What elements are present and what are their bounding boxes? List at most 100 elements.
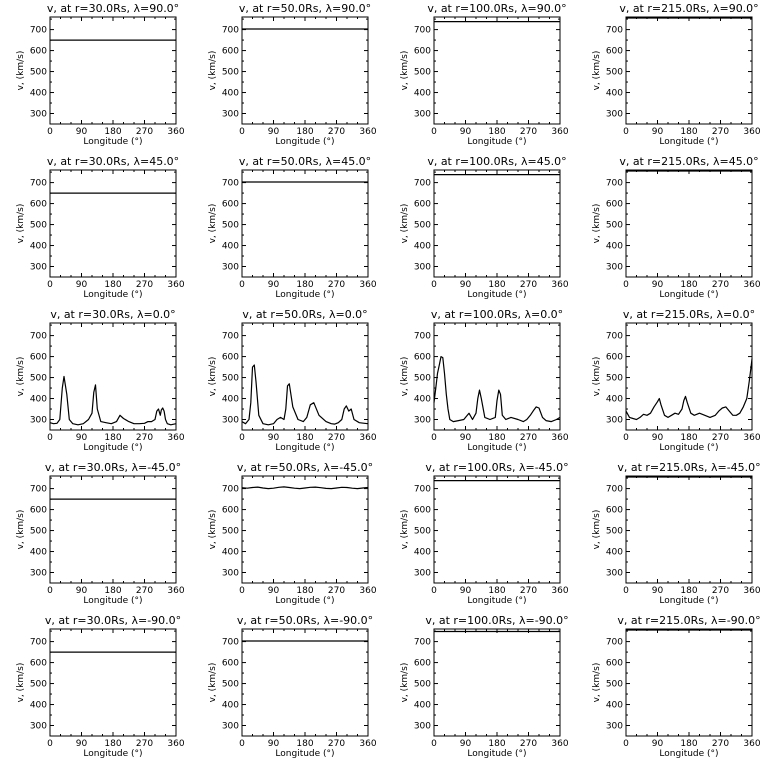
y-tick-label: 600 <box>222 47 239 57</box>
x-tick-label: 180 <box>680 280 697 290</box>
y-tick-label: 300 <box>414 263 431 273</box>
x-tick-label: 90 <box>652 586 664 596</box>
x-tick-label: 0 <box>239 280 245 290</box>
panel-title: v, at r=50.0Rs, λ=45.0° <box>239 155 371 168</box>
y-tick-label: 600 <box>414 659 431 669</box>
x-tick-label: 90 <box>652 433 664 443</box>
x-tick-label: 270 <box>712 586 729 596</box>
x-axis-label: Longitude (°) <box>659 137 718 147</box>
y-tick-label: 300 <box>606 110 623 120</box>
y-tick-label: 700 <box>414 485 431 495</box>
x-axis-label: Longitude (°) <box>275 290 334 300</box>
x-tick-label: 270 <box>712 280 729 290</box>
x-tick-label: 0 <box>47 280 53 290</box>
panel-title: v, at r=215.0Rs, λ=-90.0° <box>617 614 760 627</box>
y-tick-label: 700 <box>30 332 47 342</box>
x-tick-label: 0 <box>47 739 53 749</box>
y-tick-label: 500 <box>222 374 239 384</box>
x-tick-label: 270 <box>136 739 153 749</box>
x-tick-label: 90 <box>268 586 280 596</box>
y-tick-label: 400 <box>414 395 431 405</box>
y-tick-label: 600 <box>606 353 623 363</box>
y-tick-label: 600 <box>414 506 431 516</box>
x-axis-label: Longitude (°) <box>467 749 526 759</box>
y-tick-label: 500 <box>414 374 431 384</box>
y-tick-label: 700 <box>222 179 239 189</box>
x-tick-label: 180 <box>104 127 121 137</box>
x-tick-label: 0 <box>431 127 437 137</box>
x-tick-label: 180 <box>296 586 313 596</box>
series-line <box>241 364 369 426</box>
y-tick-label: 600 <box>606 47 623 57</box>
y-tick-label: 600 <box>606 200 623 210</box>
series-line <box>241 486 369 490</box>
x-axis-label: Longitude (°) <box>275 749 334 759</box>
x-tick-label: 360 <box>167 127 184 137</box>
y-tick-label: 600 <box>414 47 431 57</box>
y-tick-label: 400 <box>30 395 47 405</box>
y-tick-label: 400 <box>222 242 239 252</box>
x-tick-label: 270 <box>136 586 153 596</box>
x-tick-label: 0 <box>47 433 53 443</box>
x-tick-label: 0 <box>47 586 53 596</box>
x-tick-label: 90 <box>76 586 88 596</box>
y-axis-label: v, (km/s) <box>592 357 602 397</box>
x-tick-label: 0 <box>239 739 245 749</box>
panel-title: v, at r=50.0Rs, λ=0.0° <box>242 308 367 321</box>
y-tick-label: 300 <box>30 110 47 120</box>
x-tick-label: 360 <box>359 586 376 596</box>
y-tick-label: 400 <box>30 89 47 99</box>
y-axis-label: v, (km/s) <box>208 510 218 550</box>
y-tick-label: 400 <box>414 548 431 558</box>
x-tick-label: 0 <box>623 280 629 290</box>
y-tick-label: 500 <box>30 680 47 690</box>
x-tick-label: 360 <box>743 127 760 137</box>
x-tick-label: 270 <box>328 280 345 290</box>
y-tick-label: 600 <box>30 506 47 516</box>
y-tick-label: 700 <box>222 332 239 342</box>
panel-title: v, at r=30.0Rs, λ=-90.0° <box>45 614 181 627</box>
y-tick-label: 400 <box>222 548 239 558</box>
x-tick-label: 270 <box>328 739 345 749</box>
x-tick-label: 270 <box>136 280 153 290</box>
y-tick-label: 700 <box>222 638 239 648</box>
panel-title: v, at r=30.0Rs, λ=45.0° <box>47 155 179 168</box>
x-tick-label: 360 <box>167 739 184 749</box>
x-tick-label: 90 <box>268 433 280 443</box>
y-tick-label: 700 <box>606 26 623 36</box>
y-tick-label: 600 <box>222 659 239 669</box>
x-tick-label: 90 <box>460 586 472 596</box>
x-tick-label: 360 <box>167 433 184 443</box>
x-tick-label: 0 <box>623 127 629 137</box>
x-tick-label: 180 <box>680 127 697 137</box>
y-axis-label: v, (km/s) <box>208 357 218 397</box>
panel-title: v, at r=215.0Rs, λ=0.0° <box>623 308 755 321</box>
x-tick-label: 180 <box>104 586 121 596</box>
y-tick-label: 300 <box>606 569 623 579</box>
chart-panel-3-3: v, at r=215.0Rs, λ=-45.0° 0 90 180 270 360 300… <box>592 461 761 606</box>
x-tick-label: 180 <box>104 433 121 443</box>
x-axis-label: Longitude (°) <box>659 749 718 759</box>
chart-panel-1-2: v, at r=100.0Rs, λ=45.0° 0 90 180 270 360 300 4… <box>400 155 569 300</box>
plot-frame <box>625 475 753 584</box>
x-tick-label: 270 <box>712 127 729 137</box>
y-tick-label: 500 <box>222 527 239 537</box>
x-tick-label: 270 <box>520 127 537 137</box>
x-tick-label: 360 <box>743 433 760 443</box>
chart-panel-0-0: v, at r=30.0Rs, λ=90.0° 0 90 180 270 360 300 40… <box>16 2 185 147</box>
chart-panel-0-1: v, at r=50.0Rs, λ=90.0° 0 90 180 270 360 300 40… <box>208 2 377 147</box>
x-tick-label: 0 <box>239 127 245 137</box>
x-tick-label: 90 <box>76 280 88 290</box>
plot-frame <box>433 169 561 278</box>
panel-title: v, at r=100.0Rs, λ=45.0° <box>427 155 566 168</box>
x-axis-label: Longitude (°) <box>275 137 334 147</box>
x-tick-label: 360 <box>359 739 376 749</box>
x-tick-label: 90 <box>652 280 664 290</box>
y-tick-label: 600 <box>30 353 47 363</box>
x-tick-label: 360 <box>551 739 568 749</box>
y-tick-label: 600 <box>222 353 239 363</box>
plot-frame <box>625 322 753 431</box>
y-tick-label: 400 <box>606 242 623 252</box>
y-tick-label: 500 <box>222 68 239 78</box>
y-tick-label: 400 <box>606 89 623 99</box>
